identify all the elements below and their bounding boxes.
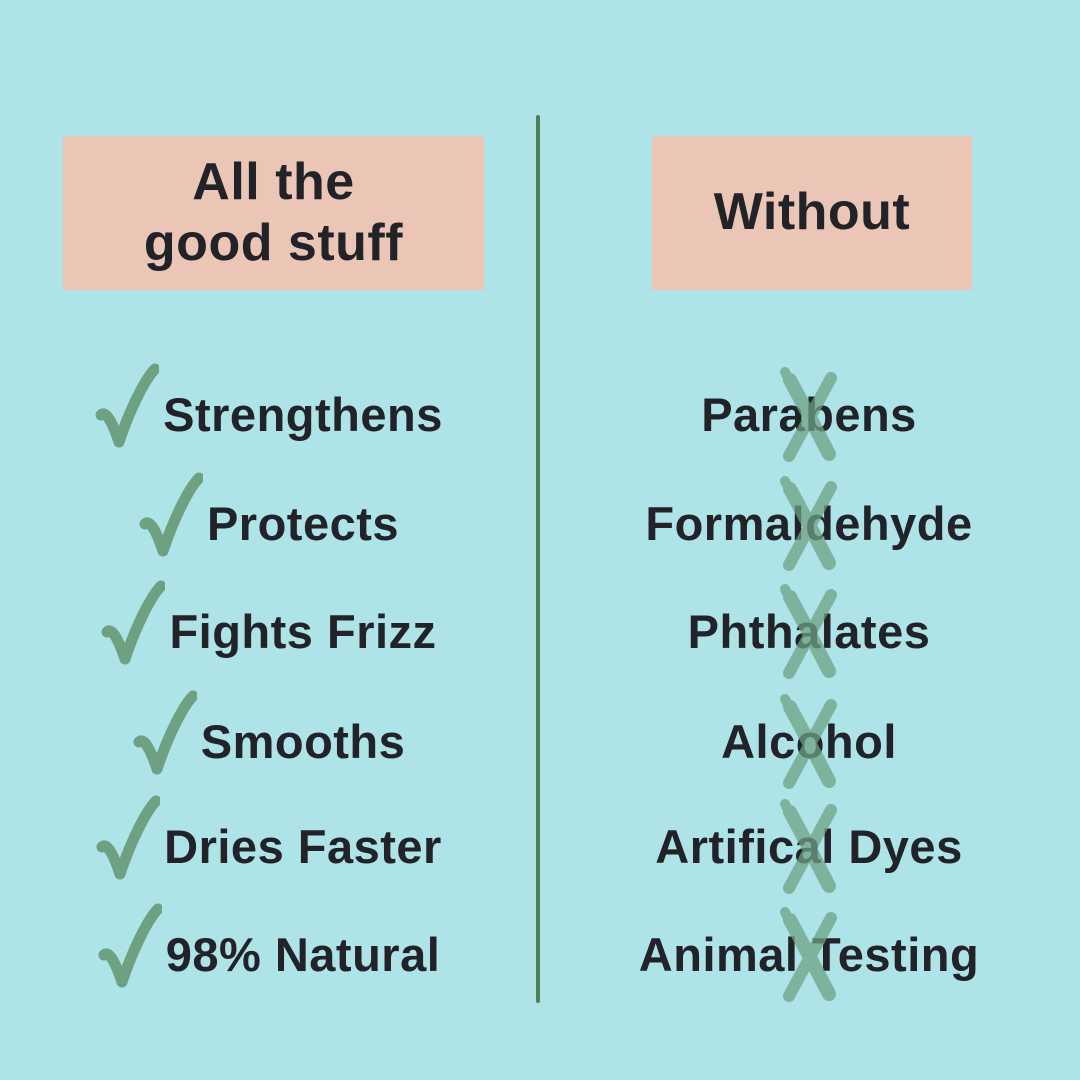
benefit-label: Dries Faster (164, 819, 442, 873)
excluded-label: Artifical Dyes (655, 819, 963, 873)
column-divider (536, 115, 540, 1003)
excluded-row: Artifical Dyes (538, 791, 1080, 901)
excluded-row: Formaldehyde (538, 468, 1080, 578)
benefits-header-line1: All the (192, 152, 355, 211)
benefit-row: Strengthens (0, 359, 538, 469)
benefits-header: All the good stuff (63, 136, 484, 290)
benefit-label: Fights Frizz (169, 604, 437, 658)
benefit-label: Protects (206, 496, 400, 550)
checkmark-icon (101, 580, 166, 665)
excluded-label: Parabens (701, 387, 917, 441)
excluded-row: Parabens (538, 359, 1080, 469)
excluded-label: Animal Testing (638, 927, 980, 981)
benefit-row: Dries Faster (0, 791, 538, 901)
without-header: Without (652, 136, 972, 290)
checkmark-icon (95, 363, 160, 448)
excluded-label: Formaldehyde (645, 496, 973, 550)
benefit-label: Smooths (200, 714, 406, 768)
checkmark-icon (96, 795, 161, 880)
checkmark-icon (98, 903, 162, 988)
excluded-label: Alcohol (721, 714, 897, 768)
benefit-row: Smooths (0, 686, 538, 796)
checkmark-icon (139, 472, 203, 557)
excluded-row: Alcohol (538, 686, 1080, 796)
excluded-row: Phthalates (538, 576, 1080, 686)
benefit-row: Protects (0, 468, 538, 578)
excluded-row: Animal Testing (538, 899, 1080, 1009)
excluded-label: Phthalates (687, 604, 931, 658)
without-header-title: Without (713, 183, 911, 242)
checkmark-icon (133, 690, 197, 775)
benefit-label: 98% Natural (165, 927, 441, 981)
benefit-row: 98% Natural (0, 899, 538, 1009)
benefit-row: Fights Frizz (0, 576, 538, 686)
benefit-label: Strengthens (163, 387, 443, 441)
benefits-header-line2: good stuff (143, 214, 404, 272)
